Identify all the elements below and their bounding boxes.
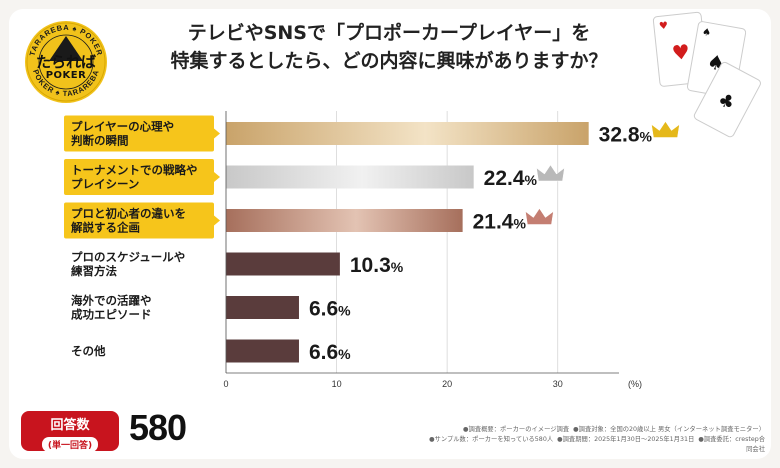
category-label-highlight [64, 202, 214, 239]
value-number: 22.4 [484, 167, 525, 190]
note-sample: ●サンプル数：ポーカーを知っている580人 [429, 436, 554, 443]
bar-value-label: 6.6% [309, 341, 351, 364]
logo-ring-graphic: TARAREBA ♠ POKER POKER ♠ TARAREBA [26, 22, 106, 102]
category-label-arrow [214, 215, 220, 226]
chart-gridlines [225, 111, 559, 373]
value-unit: % [513, 216, 526, 232]
bar-value-label: 32.8% [599, 124, 653, 147]
bar-series [226, 122, 589, 363]
x-tick-label: 10 [332, 379, 342, 389]
category-label: 解説する企画 [71, 221, 140, 235]
category-label: トーナメントでの戦略や [71, 163, 198, 177]
crown-silver-icon [536, 164, 565, 182]
category-label-arrow [214, 172, 220, 182]
bar [226, 339, 299, 363]
category-label: プレイシーン [71, 177, 139, 191]
x-tick-label: 0 [223, 379, 228, 389]
title-line-2: 特集するとしたら、どの内容に興味がありますか？ [170, 50, 608, 72]
svg-text:♥: ♥ [658, 21, 668, 33]
value-number: 32.8 [599, 124, 640, 147]
bar-value-label: 21.4% [473, 211, 527, 234]
category-label: プレイヤーの心理や [71, 120, 174, 134]
category-label-highlight [64, 159, 214, 195]
crown-bronze-icon [525, 208, 554, 225]
bar-value-label: 10.3% [350, 254, 404, 277]
value-labels: 32.8%22.4%21.4%10.3%6.6%6.6% [309, 121, 680, 364]
infographic-card: TARAREBA ♠ POKER POKER ♠ TARAREBA たられば P… [9, 9, 771, 459]
bar-chart: プレイヤーの心理や判断の瞬間トーナメントでの戦略やプレイシーンプロと初心者の違い… [64, 111, 680, 389]
category-label-highlight [64, 115, 214, 152]
value-number: 10.3 [350, 254, 391, 277]
x-tick-label: 30 [553, 379, 563, 389]
category-label-arrow [214, 128, 220, 139]
bar [226, 209, 463, 232]
answers-count: 580 [129, 407, 187, 448]
category-label: 判断の瞬間 [71, 134, 129, 148]
value-unit: % [338, 303, 351, 319]
answers-label: 回答数 [50, 418, 90, 433]
bar [226, 165, 474, 189]
chart-title: テレビやSNSで「プロポーカープレイヤー」を 特集するとしたら、どの内容に興味が… [129, 19, 649, 75]
playing-cards-decoration: ♥ ♥ ♠ ♠ ♣ [652, 11, 761, 138]
category-label: 海外での活躍や [71, 294, 152, 308]
answers-badge: 回答数 (単一回答) [21, 411, 119, 452]
category-label: 練習方法 [71, 264, 117, 278]
x-tick-label: 20 [442, 379, 452, 389]
survey-notes: ●調査概要：ポーカーのイメージ調査 ●調査対象：全国の20歳以上 男女（インター… [429, 425, 765, 455]
value-number: 6.6 [309, 298, 338, 321]
x-axis: 0 10 20 30 (%) [223, 111, 642, 389]
bar [226, 122, 589, 145]
bar-value-label: 6.6% [309, 298, 351, 321]
category-label: 成功エピソード [71, 308, 152, 322]
note-period: ●調査期間：2025年1月30日〜2025年1月31日 [557, 436, 695, 443]
value-unit: % [338, 346, 351, 362]
crown-gold-icon [651, 121, 680, 138]
svg-text:♠: ♠ [701, 27, 712, 39]
bar [226, 296, 299, 319]
value-unit: % [391, 259, 404, 275]
note-summary: ●調査概要：ポーカーのイメージ調査 [463, 426, 570, 433]
note-target: ●調査対象：全国の20歳以上 男女（インターネット調査モニター） [573, 426, 765, 433]
note-client: ●調査委託：crestep合同会社 [698, 436, 765, 453]
category-label: その他 [71, 344, 106, 358]
card-clubs-icon [693, 61, 761, 138]
bar [226, 252, 340, 276]
logo-brand-sub: POKER [45, 70, 87, 81]
category-labels: プレイヤーの心理や判断の瞬間トーナメントでの戦略やプレイシーンプロと初心者の違い… [64, 115, 220, 358]
bar-value-label: 22.4% [484, 167, 538, 190]
value-number: 21.4 [473, 211, 514, 234]
category-label: プロと初心者の違いを [71, 207, 186, 221]
answers-sublabel: (単一回答) [41, 437, 99, 452]
x-unit-label: (%) [628, 379, 642, 389]
category-label: プロのスケジュールや [71, 250, 185, 264]
title-line-1: テレビやSNSで「プロポーカープレイヤー」を [187, 22, 591, 44]
logo-brand-main: たられば [35, 53, 96, 71]
value-unit: % [525, 172, 538, 188]
svg-text:♥: ♥ [671, 39, 691, 65]
value-unit: % [640, 129, 653, 145]
value-number: 6.6 [309, 341, 338, 364]
tarareba-poker-logo: TARAREBA ♠ POKER POKER ♠ TARAREBA たられば P… [25, 21, 107, 103]
